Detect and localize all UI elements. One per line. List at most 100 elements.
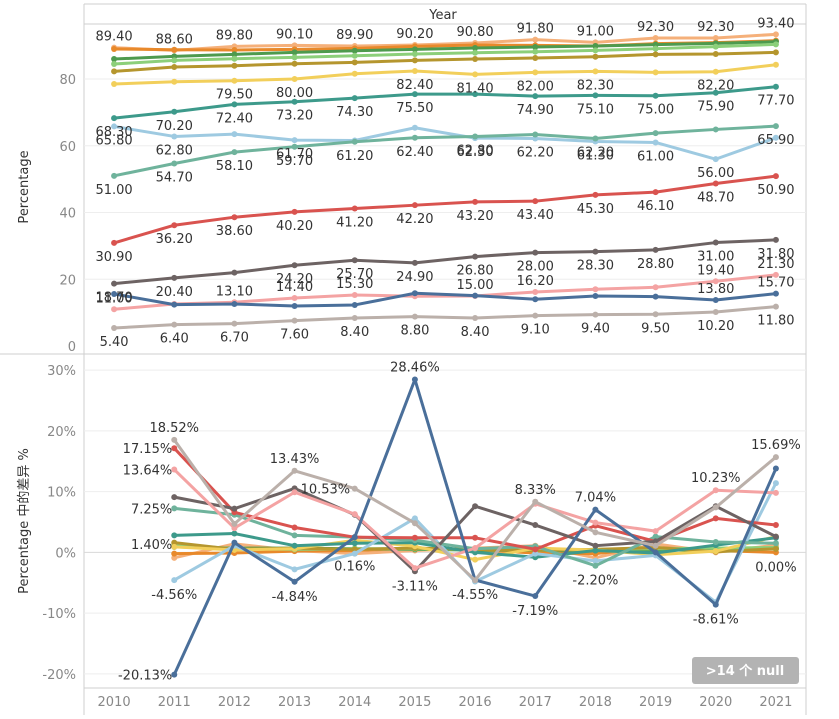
top-data-point xyxy=(291,302,298,309)
top-data-label: 10.20 xyxy=(697,319,734,334)
top-data-label: 82.40 xyxy=(396,78,433,93)
top-data-point xyxy=(592,292,599,299)
bottom-data-point xyxy=(171,466,178,473)
top-data-label: 81.40 xyxy=(456,81,493,96)
top-data-point xyxy=(231,320,238,327)
top-data-label: 50.90 xyxy=(757,183,794,198)
bottom-data-point xyxy=(291,578,298,585)
top-series-line xyxy=(113,291,777,308)
top-data-point xyxy=(351,52,358,59)
top-data-point xyxy=(171,64,178,71)
bottom-data-point xyxy=(291,542,298,549)
bottom-data-point xyxy=(291,489,298,496)
bottom-y-axis-title: Percentage 中的差异 % xyxy=(16,448,32,594)
top-data-point xyxy=(171,133,178,140)
top-data-label: 40.20 xyxy=(276,219,313,234)
null-badge[interactable]: >14 个 null xyxy=(692,657,799,684)
top-data-point xyxy=(171,160,178,167)
bottom-data-point xyxy=(171,554,178,561)
top-data-label: 25.70 xyxy=(336,267,373,282)
bottom-data-point xyxy=(171,543,178,550)
top-data-label: 79.50 xyxy=(216,88,253,103)
top-data-label: 89.80 xyxy=(216,28,253,43)
top-data-point xyxy=(652,293,659,300)
top-data-point xyxy=(772,271,779,278)
top-data-label: 15.30 xyxy=(336,277,373,292)
top-data-point xyxy=(472,292,479,299)
top-data-point xyxy=(772,290,779,297)
top-panel-percentage: 0 20 40 60 80 Percentage 89.40 88.60 89.80 90.1… xyxy=(17,16,806,355)
bottom-data-point xyxy=(291,566,298,573)
top-data-label: 75.00 xyxy=(637,103,674,118)
bottom-data-label: 28.46% xyxy=(390,361,440,376)
top-data-point xyxy=(411,51,418,58)
bottom-data-point xyxy=(171,436,178,443)
bottom-data-point xyxy=(171,577,178,584)
top-data-point xyxy=(291,294,298,301)
bottom-data-point xyxy=(351,540,358,547)
top-data-point xyxy=(772,123,779,130)
top-data-point xyxy=(652,51,659,58)
top-data-point xyxy=(472,314,479,321)
bottom-data-point xyxy=(231,505,238,512)
top-data-label: 13.10 xyxy=(216,284,253,299)
bottom-data-point xyxy=(652,538,659,545)
top-data-point xyxy=(772,134,779,141)
top-data-point xyxy=(592,92,599,99)
top-data-point xyxy=(712,308,719,315)
top-data-label: 46.10 xyxy=(637,199,674,214)
top-data-label: 6.40 xyxy=(160,332,189,347)
top-data-label: 65.80 xyxy=(95,133,132,148)
top-data-point xyxy=(291,60,298,67)
bottom-data-label: 18.52% xyxy=(149,421,199,436)
top-data-label: 11.00 xyxy=(95,291,132,306)
top-data-point xyxy=(772,173,779,180)
top-data-label: 19.40 xyxy=(697,263,734,278)
top-data-label: 61.20 xyxy=(336,149,373,164)
bottom-data-point xyxy=(291,532,298,539)
top-series-line xyxy=(113,174,777,245)
top-data-label: 74.30 xyxy=(336,105,373,120)
x-tick-label: 2013 xyxy=(278,695,311,710)
bottom-data-point xyxy=(351,550,358,557)
top-data-label: 65.90 xyxy=(757,133,794,148)
top-data-point xyxy=(411,290,418,297)
top-series-line xyxy=(114,40,776,61)
top-data-label: 14.40 xyxy=(276,280,313,295)
bottom-data-point xyxy=(652,542,659,549)
bottom-data-point xyxy=(712,539,719,546)
top-data-point xyxy=(111,172,118,179)
top-data-point xyxy=(472,91,479,98)
top-data-point xyxy=(712,43,719,50)
top-data-point xyxy=(111,290,118,297)
top-data-point xyxy=(532,198,539,205)
top-data-point xyxy=(772,31,779,38)
top-data-point xyxy=(472,71,479,78)
top-data-point xyxy=(652,130,659,137)
top-data-point xyxy=(712,35,719,42)
bottom-data-point xyxy=(231,520,238,527)
top-data-label: 36.20 xyxy=(156,232,193,247)
top-data-point xyxy=(652,35,659,42)
top-data-label: 9.50 xyxy=(641,321,670,336)
bottom-data-point xyxy=(291,524,298,531)
top-data-label: 58.10 xyxy=(216,159,253,174)
top-data-point xyxy=(351,314,358,321)
top-data-label: 90.80 xyxy=(456,25,493,40)
top-data-point xyxy=(291,317,298,324)
top-data-point xyxy=(291,208,298,215)
top-data-label: 68.30 xyxy=(95,125,132,140)
top-data-label: 70.20 xyxy=(156,119,193,134)
top-data-label: 62.30 xyxy=(456,145,493,160)
top-data-label: 41.20 xyxy=(336,216,373,231)
top-data-point xyxy=(472,133,479,140)
top-data-point xyxy=(171,301,178,308)
top-data-label: 90.20 xyxy=(396,27,433,42)
top-data-label: 62.20 xyxy=(577,145,614,160)
bottom-data-point xyxy=(231,539,238,546)
bottom-panel-difference: -20% -10% 0% 10% 20% 30% Percentage 中的差异 % 18… xyxy=(16,361,806,684)
top-data-point xyxy=(772,236,779,243)
bottom-data-point xyxy=(231,525,238,532)
bottom-data-point xyxy=(532,550,539,557)
top-data-label: 59.70 xyxy=(276,154,313,169)
